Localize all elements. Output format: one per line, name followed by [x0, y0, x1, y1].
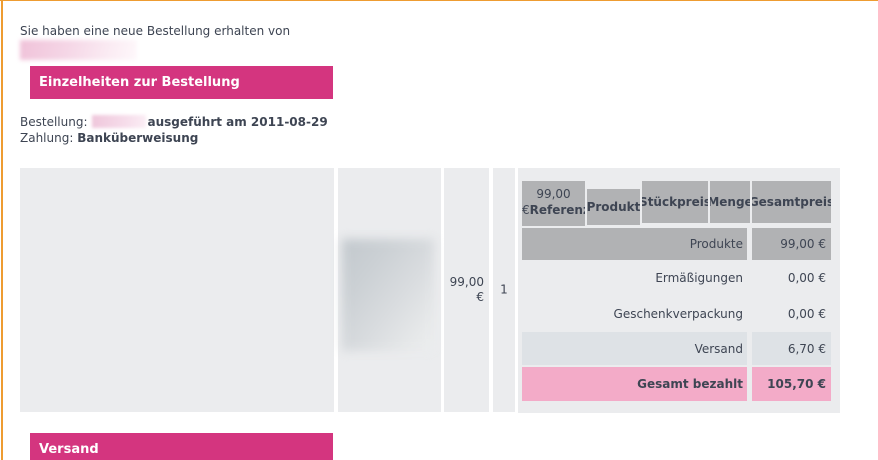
summary-row-gesamt-bezahlt: Gesamt bezahlt 105,70 €: [522, 367, 831, 401]
referenz-currency-overlay: €: [522, 203, 530, 217]
product-description-cell: [20, 168, 334, 412]
summary-row-value: 0,00 €: [787, 271, 826, 285]
referenz-price-overlay: 99,00: [536, 187, 571, 201]
order-reference-line: Bestellung: ausgeführt am 2011-08-29: [20, 114, 328, 130]
product-image-blurred: [342, 239, 434, 351]
summary-header-stueckpreis: Stückpreis: [642, 181, 708, 223]
summary-row-produkte: Produkte 99,00 €: [522, 228, 831, 260]
summary-row-value: 99,00 €: [752, 228, 831, 260]
unit-price-amount: 99,00: [449, 275, 484, 289]
summary-header-gesamtpreis: Gesamtpreis: [752, 181, 831, 223]
summary-row-label: Versand: [522, 332, 747, 365]
product-quantity: 1: [500, 282, 508, 297]
section-header-shipping: Versand: [30, 433, 333, 460]
payment-label: Zahlung:: [20, 131, 74, 145]
redacted-customer-name: [20, 40, 137, 60]
summary-row-label: Ermäßigungen: [655, 271, 743, 285]
summary-header-menge: Menge: [710, 181, 750, 223]
summary-header-referenz: 99,00 €Referenz: [522, 181, 585, 226]
payment-method: Banküberweisung: [77, 131, 199, 145]
summary-row-label: Gesamt bezahlt: [522, 367, 747, 401]
intro-text: Sie haben eine neue Bestellung erhalten …: [20, 24, 291, 38]
order-date-text: ausgeführt am 2011-08-29: [147, 115, 328, 129]
top-border-line: [0, 0, 878, 1]
redacted-order-reference: [91, 115, 146, 128]
order-info-block: Bestellung: ausgeführt am 2011-08-29 Zahl…: [20, 114, 328, 146]
section-header-order-details: Einzelheiten zur Bestellung: [30, 66, 333, 99]
product-image-cell: [338, 168, 441, 412]
summary-row-ermaessigungen: Ermäßigungen 0,00 €: [522, 260, 831, 296]
summary-header-row: 99,00 €Referenz Produkt Stückpreis Menge…: [522, 181, 831, 226]
summary-header-produkt: Produkt: [587, 189, 640, 225]
summary-row-label: Produkte: [522, 228, 747, 260]
unit-price-currency: €: [476, 290, 484, 304]
product-quantity-cell: 1: [493, 168, 515, 412]
order-label: Bestellung:: [20, 115, 88, 129]
summary-row-value: 105,70 €: [752, 367, 831, 401]
summary-row-geschenkverpackung: Geschenkverpackung 0,00 €: [522, 296, 831, 332]
product-unit-price: 99,00 €: [444, 275, 489, 305]
summary-row-value: 0,00 €: [787, 307, 826, 321]
referenz-label-line: €Referenz: [522, 202, 585, 218]
left-border-line: [1, 0, 3, 460]
summary-row-value: 6,70 €: [752, 332, 831, 365]
payment-line: Zahlung: Banküberweisung: [20, 130, 328, 146]
order-summary-panel: 99,00 €Referenz Produkt Stückpreis Menge…: [518, 168, 840, 413]
summary-row-versand: Versand 6,70 €: [522, 332, 831, 365]
summary-row-label: Geschenkverpackung: [613, 307, 743, 321]
product-unit-price-cell: 99,00 €: [444, 168, 489, 412]
referenz-label: Referenz: [529, 203, 585, 217]
